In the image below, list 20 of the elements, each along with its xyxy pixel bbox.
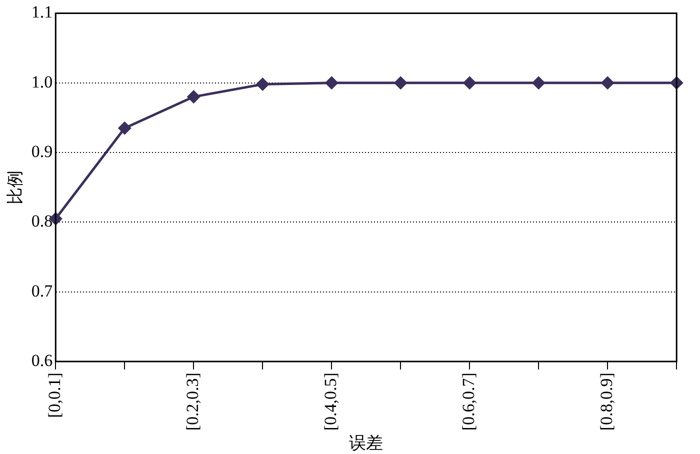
point — [532, 76, 545, 90]
x-axis-title: 误差 — [349, 433, 384, 452]
x-tick-label: [0,0.1] — [45, 372, 64, 418]
point — [118, 122, 131, 134]
point — [601, 76, 614, 90]
point — [463, 76, 476, 90]
x-tick-label: [0.8,0.9] — [597, 372, 616, 431]
y-tick-label: 0.6 — [31, 350, 53, 370]
x-tick-label: [0.4,0.5] — [321, 372, 340, 431]
y-tick-label: 0.7 — [31, 281, 54, 300]
point — [256, 78, 269, 91]
y-tick-label: 1.1 — [31, 2, 53, 22]
y-tick-label: 0.9 — [31, 142, 53, 161]
y-axis-title: 比例 — [6, 170, 25, 204]
point — [187, 90, 200, 104]
y-tick-label: 1.0 — [31, 72, 53, 92]
point — [325, 76, 338, 90]
x-tick-label: [0.2,0.3] — [183, 372, 202, 431]
x-tick-label: [0.6,0.7] — [459, 372, 478, 431]
point — [394, 76, 407, 90]
